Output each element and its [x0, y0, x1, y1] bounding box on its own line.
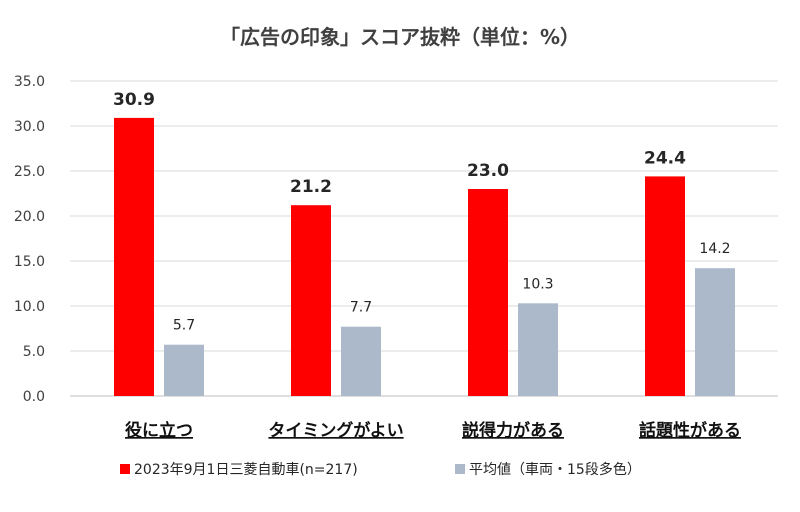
bar-s0-c2	[468, 189, 508, 396]
category-label-3: 話題性がある	[639, 420, 741, 441]
data-labels: 30.9 5.7 21.2 7.7 23.0 10.3 24.4 14.2	[113, 90, 731, 334]
y-tick-label-2: 10.0	[14, 299, 45, 315]
y-tick-label-1: 5.0	[23, 344, 45, 360]
legend-label-1: 平均値（車両・15段多色）	[469, 461, 641, 478]
y-tick-label-5: 25.0	[14, 164, 45, 180]
y-axis: 0.0 5.0 10.0 15.0 20.0 25.0 30.0 35.0	[14, 74, 45, 405]
y-tick-label-4: 20.0	[14, 209, 45, 225]
bar-s1-c3	[695, 268, 735, 396]
data-label-s0-c0: 30.9	[113, 90, 155, 110]
category-label-1: タイミングがよい	[268, 420, 403, 441]
chart-title: 「広告の印象」スコア抜粋（単位：%）	[220, 25, 580, 49]
bar-s0-c1	[291, 205, 331, 396]
data-label-s1-c2: 10.3	[522, 276, 553, 292]
legend-swatch-0	[120, 464, 130, 474]
bar-s1-c2	[518, 303, 558, 396]
data-label-s1-c0: 5.7	[173, 318, 195, 334]
data-label-s0-c1: 21.2	[290, 177, 332, 197]
y-tick-label-7: 35.0	[14, 74, 45, 90]
data-label-s0-c3: 24.4	[644, 148, 686, 168]
y-tick-label-0: 0.0	[23, 389, 45, 405]
data-label-s1-c3: 14.2	[699, 241, 730, 257]
y-tick-label-6: 30.0	[14, 119, 45, 135]
bar-s1-c1	[341, 326, 381, 396]
bar-s1-c0	[164, 344, 204, 396]
x-axis: 役に立つ タイミングがよい 説得力がある 話題性がある	[125, 420, 741, 441]
bars	[114, 117, 735, 397]
data-label-s1-c1: 7.7	[350, 300, 372, 316]
legend-swatch-1	[455, 464, 465, 474]
category-label-2: 説得力がある	[462, 420, 564, 441]
legend: 2023年9月1日三菱自動車(n=217) 平均値（車両・15段多色）	[120, 461, 641, 478]
legend-label-0: 2023年9月1日三菱自動車(n=217)	[134, 461, 358, 478]
category-label-0: 役に立つ	[125, 420, 193, 441]
data-label-s0-c2: 23.0	[467, 161, 509, 181]
bar-s0-c0	[114, 117, 154, 397]
y-tick-label-3: 15.0	[14, 254, 45, 270]
bar-s0-c3	[645, 176, 685, 396]
